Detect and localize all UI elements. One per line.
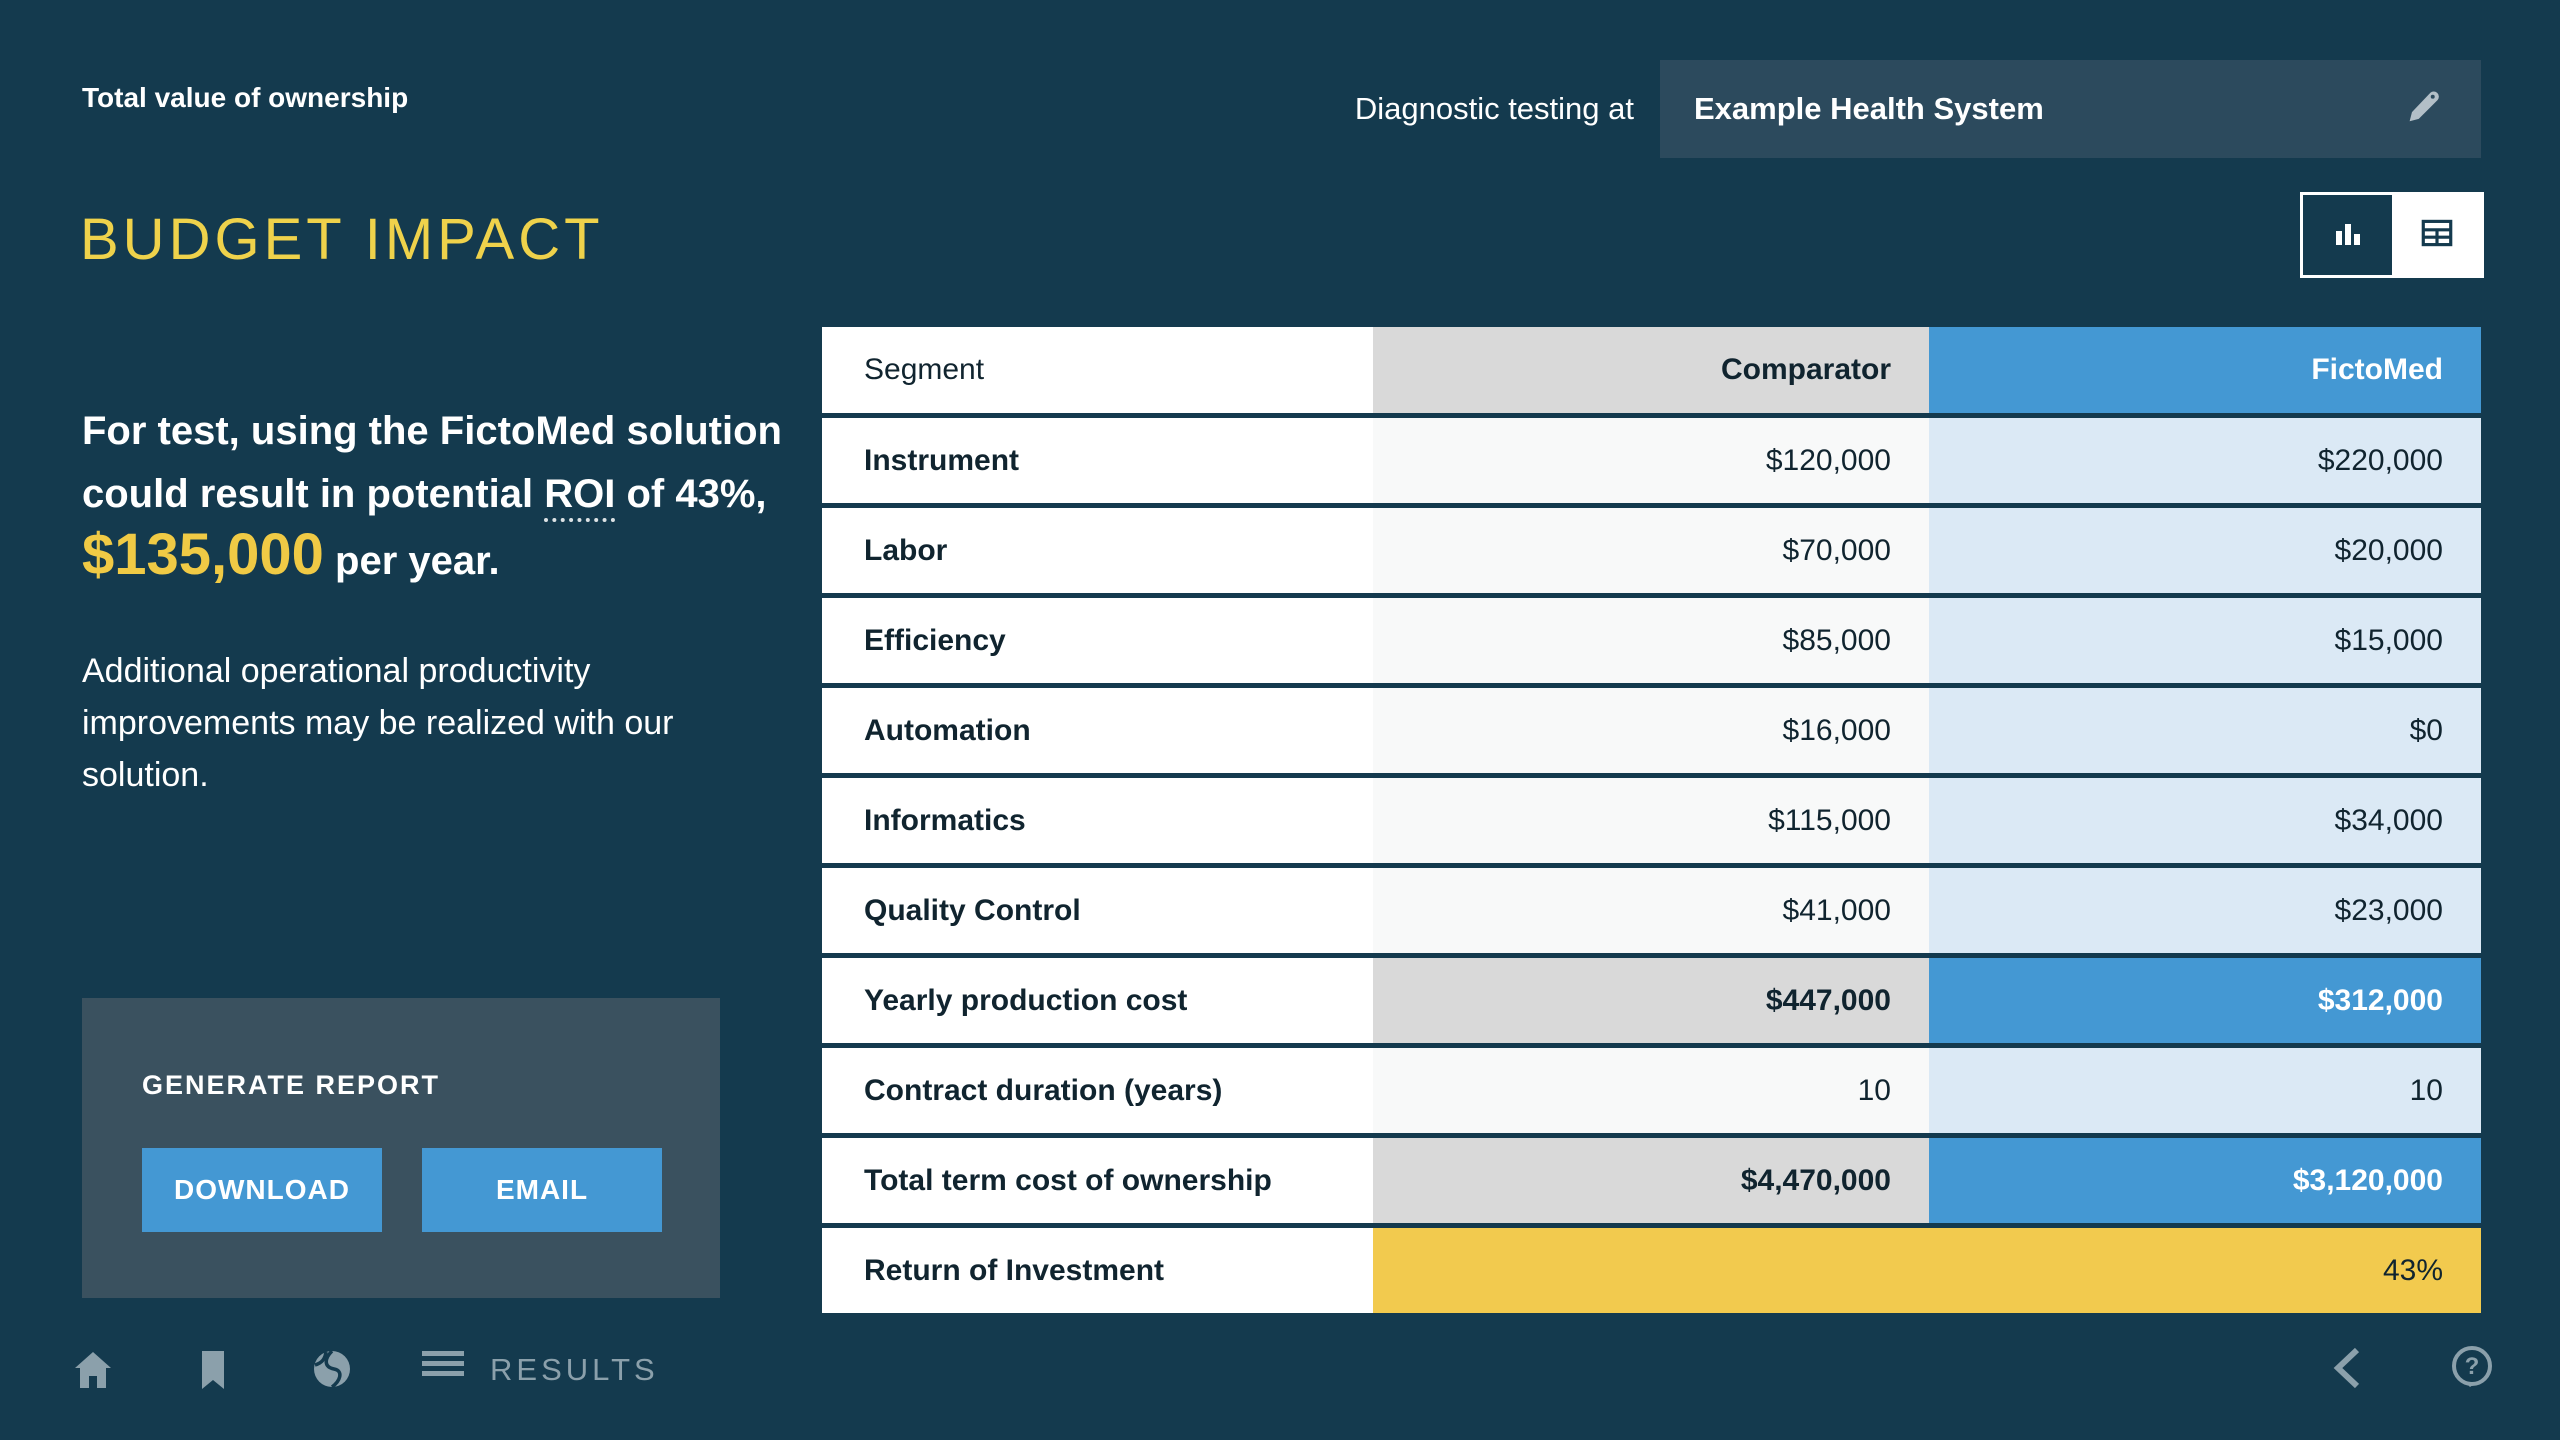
row-label: Efficiency: [822, 598, 1373, 683]
row-label: Informatics: [822, 778, 1373, 863]
comparator-value: $447,000: [1373, 958, 1929, 1043]
table-view-button[interactable]: [2392, 195, 2481, 275]
roi-term: ROI: [544, 472, 616, 522]
column-header-segment: Segment: [822, 327, 1373, 413]
table-row: Labor $70,000 $20,000: [822, 508, 2481, 598]
fictomed-value: $23,000: [1929, 868, 2481, 953]
institution-input[interactable]: Example Health System: [1660, 60, 2481, 158]
fictomed-value: $312,000: [1929, 958, 2481, 1043]
roi-value: 43%: [1373, 1228, 2481, 1313]
menu-icon[interactable]: [420, 1349, 466, 1384]
summary-text: of 43%,: [615, 472, 767, 516]
row-label: Quality Control: [822, 868, 1373, 953]
fictomed-value: $0: [1929, 688, 2481, 773]
table-row: Automation $16,000 $0: [822, 688, 2481, 778]
table-row-term-total: Total term cost of ownership $4,470,000 …: [822, 1138, 2481, 1228]
row-label: Labor: [822, 508, 1373, 593]
fictomed-value: $20,000: [1929, 508, 2481, 593]
row-label: Yearly production cost: [822, 958, 1373, 1043]
comparator-value: $4,470,000: [1373, 1138, 1929, 1223]
roi-amount: $135,000: [82, 522, 324, 587]
fictomed-value: $3,120,000: [1929, 1138, 2481, 1223]
edit-pencil-icon[interactable]: [2401, 86, 2443, 133]
institution-value: Example Health System: [1694, 91, 2044, 126]
chart-view-button[interactable]: [2303, 195, 2392, 275]
home-icon[interactable]: [71, 1349, 115, 1396]
comparator-value: $115,000: [1373, 778, 1929, 863]
help-icon[interactable]: ?: [2448, 1343, 2496, 1396]
svg-text:?: ?: [2465, 1353, 2480, 1380]
table-row: Informatics $115,000 $34,000: [822, 778, 2481, 868]
results-label[interactable]: RESULTS: [490, 1352, 659, 1387]
view-toggle: [2300, 192, 2484, 278]
comparator-value: $120,000: [1373, 418, 1929, 503]
table-row: Contract duration (years) 10 10: [822, 1048, 2481, 1138]
table-grid-icon: [2418, 214, 2456, 257]
row-label: Automation: [822, 688, 1373, 773]
bookmark-icon[interactable]: [196, 1349, 230, 1396]
globe-icon[interactable]: [310, 1347, 354, 1396]
email-button[interactable]: EMAIL: [422, 1148, 662, 1232]
comparator-value: $85,000: [1373, 598, 1929, 683]
column-header-comparator: Comparator: [1373, 327, 1929, 413]
app-title: Total value of ownership: [82, 82, 409, 113]
table-header-row: Segment Comparator FictoMed: [822, 327, 2481, 418]
table-row: Quality Control $41,000 $23,000: [822, 868, 2481, 958]
roi-summary: For test, using the FictoMed solution co…: [82, 400, 822, 593]
table-row-yearly-total: Yearly production cost $447,000 $312,000: [822, 958, 2481, 1048]
comparator-value: $70,000: [1373, 508, 1929, 593]
fictomed-value: $15,000: [1929, 598, 2481, 683]
fictomed-value: 10: [1929, 1048, 2481, 1133]
row-label: Contract duration (years): [822, 1048, 1373, 1133]
table-row-roi: Return of Investment 43%: [822, 1228, 2481, 1313]
summary-text: For test, using the FictoMed solution co…: [82, 409, 782, 516]
table-row: Efficiency $85,000 $15,000: [822, 598, 2481, 688]
productivity-note: Additional operational productivity impr…: [82, 652, 674, 794]
table-row: Instrument $120,000 $220,000: [822, 418, 2481, 508]
fictomed-value: $220,000: [1929, 418, 2481, 503]
fictomed-value: $34,000: [1929, 778, 2481, 863]
institution-header: Diagnostic testing at Example Health Sys…: [1355, 60, 2481, 158]
back-chevron-icon[interactable]: [2330, 1345, 2364, 1396]
budget-impact-table: Segment Comparator FictoMed Instrument $…: [822, 327, 2481, 1313]
comparator-value: 10: [1373, 1048, 1929, 1133]
column-header-fictomed: FictoMed: [1929, 327, 2481, 413]
comparator-value: $41,000: [1373, 868, 1929, 953]
row-label: Return of Investment: [822, 1228, 1373, 1313]
generate-report-title: GENERATE REPORT: [142, 1070, 441, 1100]
summary-text: per year.: [323, 539, 500, 583]
row-label: Instrument: [822, 418, 1373, 503]
download-button[interactable]: DOWNLOAD: [142, 1148, 382, 1232]
context-label: Diagnostic testing at: [1354, 91, 1634, 126]
generate-report-panel: GENERATE REPORT DOWNLOAD EMAIL: [82, 998, 720, 1298]
page-title: BUDGET IMPACT: [80, 207, 604, 272]
comparator-value: $16,000: [1373, 688, 1929, 773]
row-label: Total term cost of ownership: [822, 1138, 1373, 1223]
bar-chart-icon: [2330, 215, 2366, 256]
